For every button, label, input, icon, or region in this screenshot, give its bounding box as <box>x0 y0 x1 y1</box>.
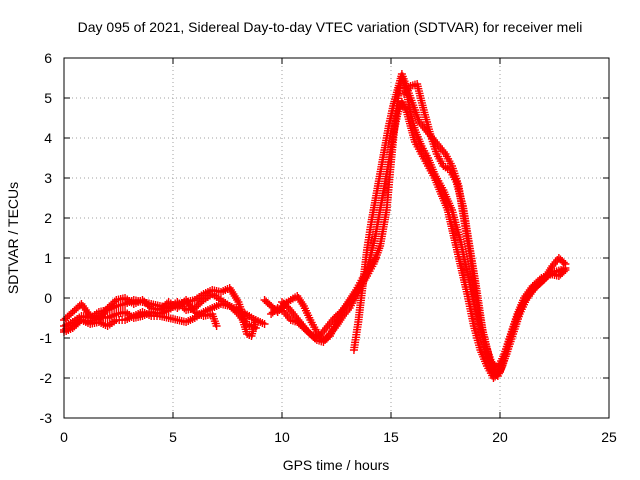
data-point <box>559 267 568 276</box>
series-trace-i <box>400 80 500 378</box>
y-tick-label: 4 <box>44 130 52 146</box>
y-tick-label: 0 <box>44 290 52 306</box>
data-point <box>212 322 221 330</box>
plot-frame <box>63 57 610 419</box>
x-tick-label: 0 <box>60 429 68 445</box>
x-tick-label: 10 <box>274 429 290 445</box>
x-tick-label: 20 <box>492 429 508 445</box>
y-tick-label: -1 <box>40 330 53 346</box>
data-point <box>491 370 500 378</box>
y-tick-label: 3 <box>44 170 52 186</box>
data-point <box>254 318 263 326</box>
y-axis-label: SDTVAR / TECUs <box>5 182 21 294</box>
axis-ticks: 0 5 10 15 20 25 -3 -2 -1 0 1 2 3 4 5 6 <box>40 50 617 445</box>
data-point <box>559 258 568 267</box>
y-tick-label: 5 <box>44 90 52 106</box>
data-point <box>561 266 570 274</box>
x-tick-label: 5 <box>169 429 177 445</box>
chart-title: Day 095 of 2021, Sidereal Day-to-day VTE… <box>78 19 583 35</box>
y-tick-label: 1 <box>44 250 52 266</box>
x-tick-label: 25 <box>601 429 617 445</box>
x-tick-label: 15 <box>383 429 399 445</box>
series-trace-d <box>60 290 263 330</box>
data-point <box>260 320 269 328</box>
x-axis-label: GPS time / hours <box>283 457 390 473</box>
data-markers <box>60 70 570 382</box>
y-tick-label: 2 <box>44 210 52 226</box>
y-tick-label: 6 <box>44 50 52 66</box>
y-tick-label: -3 <box>40 410 53 426</box>
y-tick-label: -2 <box>40 370 53 386</box>
